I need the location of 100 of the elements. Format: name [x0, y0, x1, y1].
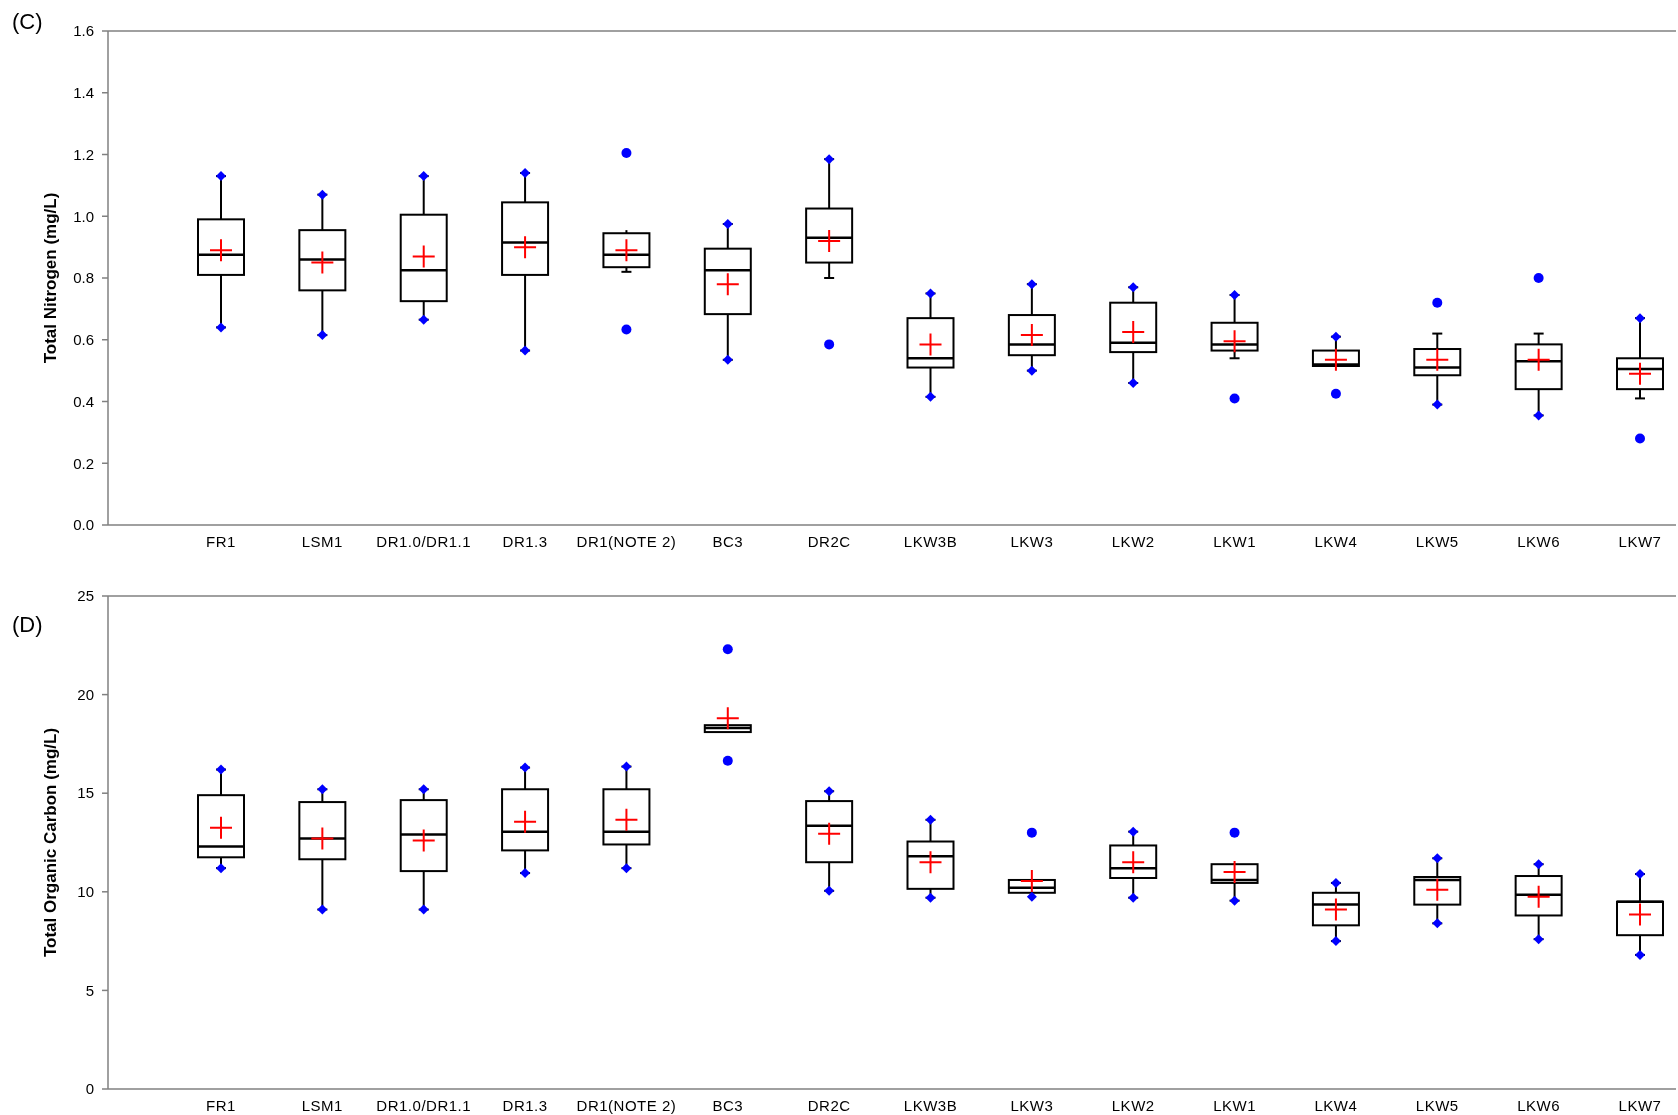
point — [1330, 936, 1341, 947]
point — [1432, 918, 1443, 929]
point — [1330, 877, 1341, 888]
point — [520, 168, 531, 179]
x-tick-label: LKW2 — [1111, 533, 1155, 550]
x-tick-label: DR1(NOTE 2) — [576, 533, 677, 550]
x-tick-label: DR2C — [807, 533, 851, 550]
text: (D) — [12, 612, 43, 637]
point — [1128, 377, 1139, 388]
point — [925, 814, 936, 825]
x-tick-label: LKW4 — [1314, 533, 1358, 550]
x-tick-label: LKW3B — [903, 1097, 958, 1114]
y-tick-label: 1.6 — [73, 22, 94, 40]
x-tick-label: LKW1 — [1213, 1097, 1256, 1114]
point — [1229, 895, 1240, 906]
y-axis-title: Total Nitrogen (mg/L) — [41, 192, 60, 364]
point — [1533, 410, 1544, 421]
x-tick-label: LKW3 — [1010, 533, 1054, 550]
x-tick-label: DR2C — [807, 1097, 851, 1114]
point — [216, 863, 226, 874]
point — [216, 171, 226, 182]
x-tick-label: DR1(NOTE 2) — [576, 1097, 677, 1114]
point — [1128, 282, 1139, 293]
point — [418, 314, 429, 325]
x-tick-label: BC3 — [712, 1097, 744, 1114]
y-tick-label: 1.0 — [73, 207, 94, 225]
point — [317, 330, 328, 341]
y-tick-label: 1.4 — [73, 84, 94, 101]
point — [520, 345, 531, 356]
y-tick-label: 0.4 — [73, 392, 94, 410]
point — [317, 904, 328, 915]
point — [1533, 859, 1544, 870]
point — [418, 784, 429, 795]
y-tick-label: 0.6 — [73, 331, 94, 348]
x-tick-label: DR1.3 — [502, 1097, 548, 1114]
y-tick-label: 15 — [77, 784, 94, 802]
y-axis-title: Total Organic Carbon (mg/L) — [41, 727, 60, 958]
y-tick-label: 0.0 — [73, 516, 94, 534]
x-tick-label: LKW1 — [1213, 533, 1256, 550]
x-tick-label: FR1 — [206, 533, 236, 550]
point — [1026, 891, 1037, 902]
point — [1128, 892, 1139, 903]
point — [216, 322, 226, 333]
x-tick-label: LSM1 — [301, 1097, 343, 1114]
point — [1432, 399, 1443, 410]
x-tick-label: BC3 — [712, 533, 744, 550]
point — [1635, 949, 1645, 960]
point — [824, 786, 835, 797]
point — [1533, 934, 1544, 945]
point — [520, 868, 531, 879]
point — [621, 863, 632, 874]
point — [716, 707, 739, 730]
x-tick-label: LKW6 — [1517, 533, 1561, 550]
chart-title: (C) — [12, 9, 43, 34]
point — [1223, 861, 1246, 884]
x-tick-label: LSM1 — [301, 533, 343, 550]
point — [824, 154, 835, 165]
point — [317, 189, 328, 200]
point — [1020, 869, 1043, 892]
x-tick-label: DR1.0/DR1.1 — [376, 1097, 472, 1114]
x-tick-label: LKW7 — [1618, 1097, 1662, 1114]
y-tick-label: 25 — [77, 587, 94, 605]
y-tick-label: 0.8 — [73, 269, 94, 287]
x-tick-label: LKW5 — [1415, 533, 1459, 550]
point — [722, 354, 733, 365]
y-tick-label: 0 — [85, 1080, 94, 1098]
point — [216, 764, 226, 775]
point — [1026, 279, 1037, 290]
point — [418, 904, 429, 915]
point — [520, 762, 531, 773]
y-tick-label: 20 — [77, 685, 94, 703]
x-tick-label: FR1 — [206, 1097, 236, 1114]
point — [1330, 331, 1341, 342]
y-tick-label: 0.2 — [73, 454, 94, 472]
point — [1635, 313, 1645, 324]
x-tick-label: LKW6 — [1517, 1097, 1561, 1114]
x-tick-label: LKW3 — [1010, 1097, 1054, 1114]
x-tick-label: DR1.0/DR1.1 — [376, 533, 472, 550]
y-tick-label: 10 — [77, 883, 94, 901]
point — [1324, 348, 1347, 371]
point — [1635, 869, 1645, 880]
point — [925, 288, 936, 299]
x-tick-label: LKW7 — [1618, 533, 1662, 550]
y-tick-label: 1.2 — [73, 145, 94, 163]
point — [1128, 826, 1139, 837]
x-tick-label: LKW3B — [903, 533, 958, 550]
point — [418, 171, 429, 182]
point — [722, 218, 733, 229]
point — [1026, 365, 1037, 376]
point — [1229, 289, 1240, 300]
point — [824, 885, 835, 896]
x-tick-label: LKW2 — [1111, 1097, 1155, 1114]
x-tick-label: LKW4 — [1314, 1097, 1358, 1114]
point — [925, 391, 936, 402]
point — [317, 784, 328, 795]
x-tick-label: DR1.3 — [502, 533, 548, 550]
point — [621, 761, 632, 772]
point — [925, 892, 936, 903]
y-tick-label: 5 — [85, 981, 94, 999]
x-tick-label: LKW5 — [1415, 1097, 1459, 1114]
